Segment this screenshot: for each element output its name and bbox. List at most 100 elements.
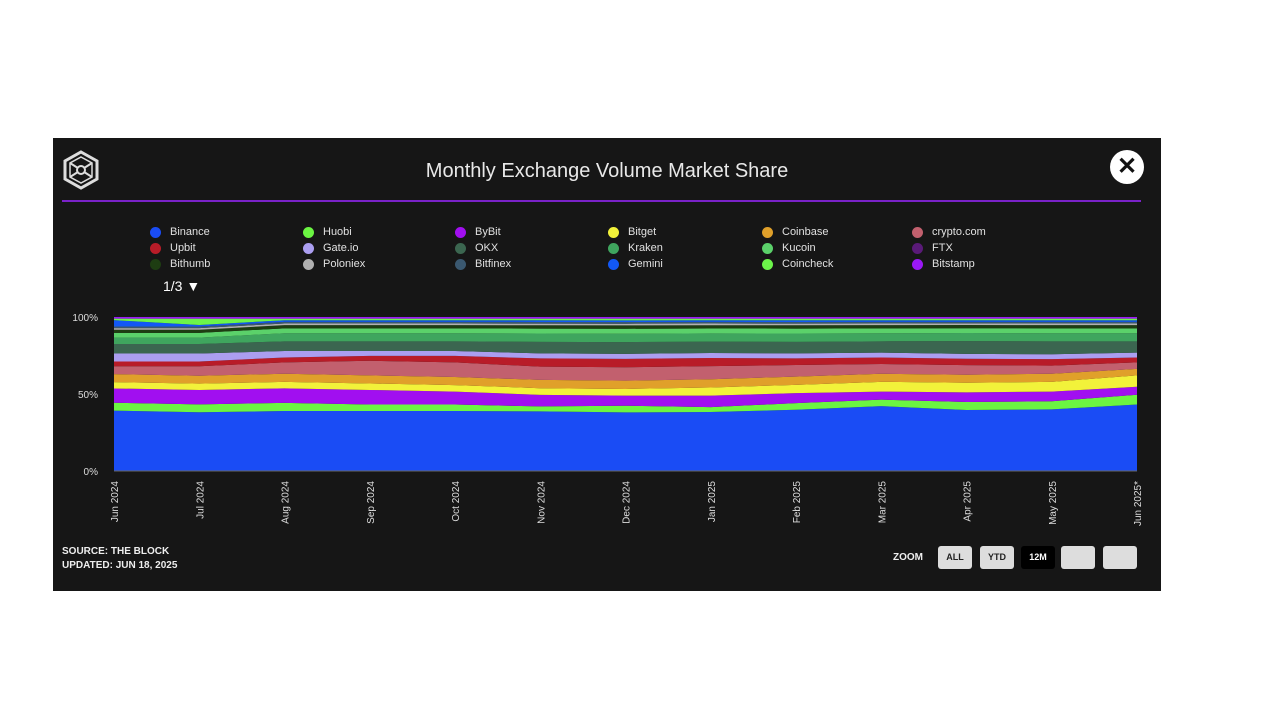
legend-swatch xyxy=(608,242,619,254)
legend-pager[interactable]: 1/3 ▼ xyxy=(163,278,201,294)
x-tick-label: Mar 2025 xyxy=(877,481,888,524)
y-tick-label: 100% xyxy=(72,313,98,324)
legend-item[interactable]: Kraken xyxy=(608,241,663,255)
legend-swatch xyxy=(912,258,923,270)
legend-swatch xyxy=(608,258,619,270)
legend-label: Coincheck xyxy=(782,258,834,270)
chart-panel: Monthly Exchange Volume Market Share ✕ B… xyxy=(53,138,1161,591)
legend-item[interactable]: Bitget xyxy=(608,225,656,239)
area-gemini[interactable] xyxy=(114,320,1137,327)
legend-item[interactable]: Gate.io xyxy=(303,241,358,255)
y-tick-label: 0% xyxy=(84,467,99,478)
legend-label: Bitfinex xyxy=(475,258,512,270)
legend-label: FTX xyxy=(932,242,953,254)
legend-label: Binance xyxy=(170,226,210,238)
area-bitget[interactable] xyxy=(114,375,1137,396)
legend-item[interactable]: crypto.com xyxy=(912,225,986,239)
legend-swatch xyxy=(912,226,923,238)
legend-swatch xyxy=(303,226,314,238)
legend-label: Kucoin xyxy=(782,242,816,254)
divider xyxy=(62,200,1141,202)
legend-label: Upbit xyxy=(170,242,196,254)
legend-item[interactable]: Bitstamp xyxy=(912,257,975,271)
x-tick-label: Jun 2024 xyxy=(110,481,121,523)
area-bitfinex[interactable] xyxy=(114,321,1137,329)
legend-item[interactable]: OKX xyxy=(455,241,498,255)
legend-swatch xyxy=(150,226,161,238)
the-block-logo-icon xyxy=(63,150,99,190)
x-tick-label: Jun 2025* xyxy=(1133,481,1144,526)
legend-swatch xyxy=(455,226,466,238)
legend-label: crypto.com xyxy=(932,226,986,238)
legend-swatch xyxy=(303,242,314,254)
close-button[interactable]: ✕ xyxy=(1110,150,1144,184)
zoom-ytd-button[interactable]: YTD xyxy=(980,546,1014,569)
chart-title: Monthly Exchange Volume Market Share xyxy=(425,160,789,182)
legend-item[interactable]: Bitfinex xyxy=(455,257,511,271)
x-tick-label: Nov 2024 xyxy=(536,481,547,524)
x-tick-label: Aug 2024 xyxy=(281,481,292,524)
x-tick-label: Jul 2024 xyxy=(195,481,206,519)
legend-swatch xyxy=(455,258,466,270)
x-tick-label: Oct 2024 xyxy=(451,481,462,522)
area-binance[interactable] xyxy=(114,404,1137,471)
zoom-label: ZOOM xyxy=(893,552,923,563)
legend-item[interactable]: FTX xyxy=(912,241,953,255)
legend-item[interactable]: Coincheck xyxy=(762,257,833,271)
legend-item[interactable]: Upbit xyxy=(150,241,196,255)
legend-swatch xyxy=(762,258,773,270)
legend-swatch xyxy=(762,242,773,254)
area-crypto-com[interactable] xyxy=(114,360,1137,381)
x-tick-label: Jan 2025 xyxy=(707,481,718,523)
zoom-button-5[interactable] xyxy=(1103,546,1137,569)
legend-item[interactable]: Binance xyxy=(150,225,210,239)
area-bitstamp[interactable] xyxy=(114,317,1137,319)
legend-label: Gate.io xyxy=(323,242,359,254)
area-coinbase[interactable] xyxy=(114,368,1137,389)
legend-swatch xyxy=(303,258,314,270)
legend-label: Huobi xyxy=(323,226,352,238)
area-gate-io[interactable] xyxy=(114,351,1137,362)
legend-item[interactable]: Coinbase xyxy=(762,225,828,239)
zoom-all-button[interactable]: ALL xyxy=(938,546,972,569)
legend-item[interactable]: ByBit xyxy=(455,225,501,239)
legend-swatch xyxy=(608,226,619,238)
legend-item[interactable]: Bithumb xyxy=(150,257,210,271)
legend-label: Bitstamp xyxy=(932,258,975,270)
x-tick-label: Apr 2025 xyxy=(963,481,974,522)
area-coincheck[interactable] xyxy=(114,318,1137,325)
legend-item[interactable]: Kucoin xyxy=(762,241,816,255)
area-huobi[interactable] xyxy=(114,394,1137,413)
legend-swatch xyxy=(762,226,773,238)
legend-label: Bitget xyxy=(628,226,657,238)
legend-label: Coinbase xyxy=(782,226,829,238)
legend-swatch xyxy=(150,242,161,254)
area-kucoin[interactable] xyxy=(114,328,1137,338)
x-tick-label: Feb 2025 xyxy=(792,481,803,524)
legend-swatch xyxy=(455,242,466,254)
area-okx[interactable] xyxy=(114,341,1137,355)
zoom-button-4[interactable] xyxy=(1061,546,1095,569)
stacked-area-chart: 0% 50% 100% Jun 2024 Jul 2024 Aug 2024 Sep 202… xyxy=(72,313,1144,526)
source-text: SOURCE: THE BLOCK xyxy=(62,546,170,557)
legend-item[interactable]: Poloniex xyxy=(303,257,365,271)
x-tick-label: May 2025 xyxy=(1048,481,1059,525)
legend-label: Kraken xyxy=(628,242,663,254)
legend-item[interactable]: Huobi xyxy=(303,225,352,239)
legend-label: OKX xyxy=(475,242,499,254)
legend-label: Poloniex xyxy=(323,258,366,270)
area-poloniex[interactable] xyxy=(114,323,1137,330)
legend-label: Gemini xyxy=(628,258,663,270)
legend-swatch xyxy=(912,242,923,254)
area-bithumb[interactable] xyxy=(114,325,1137,333)
updated-text: UPDATED: JUN 18, 2025 xyxy=(62,560,178,571)
area-bybit[interactable] xyxy=(114,386,1137,408)
legend-label: Bithumb xyxy=(170,258,211,270)
legend-item[interactable]: Gemini xyxy=(608,257,663,271)
y-tick-label: 50% xyxy=(78,390,98,401)
zoom-12m-button[interactable]: 12M xyxy=(1021,546,1055,569)
area-upbit[interactable] xyxy=(114,355,1137,368)
legend-label: ByBit xyxy=(475,226,501,238)
area-kraken[interactable] xyxy=(114,333,1137,344)
legend-swatch xyxy=(150,258,161,270)
